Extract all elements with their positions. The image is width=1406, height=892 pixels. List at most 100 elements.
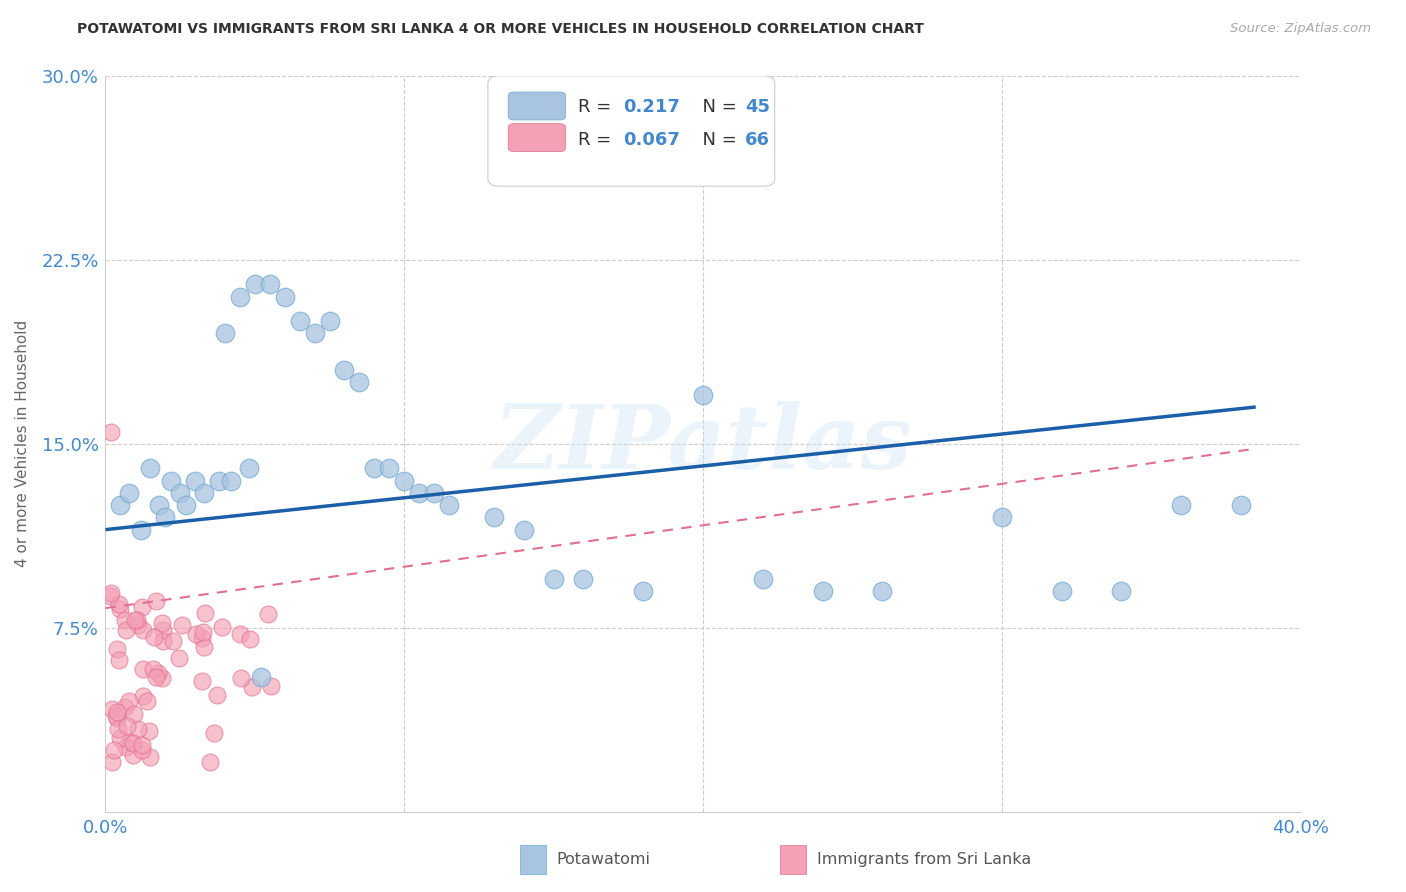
Text: 45: 45 [745, 98, 770, 117]
Point [139, 749, 162, 764]
Point [205, 688, 228, 702]
Point [127, 618, 149, 632]
Point [145, 670, 167, 684]
Point [214, 326, 236, 341]
Point [143, 631, 166, 645]
Point [202, 726, 225, 740]
Point [304, 326, 326, 341]
Point [228, 627, 250, 641]
Point [191, 625, 214, 640]
Point [131, 738, 153, 752]
Point [142, 663, 165, 677]
Point [150, 615, 173, 630]
Point [1170, 498, 1192, 512]
Point [194, 607, 217, 621]
Point [155, 510, 177, 524]
Text: POTAWATOMI VS IMMIGRANTS FROM SRI LANKA 4 OR MORE VEHICLES IN HOUSEHOLD CORRELAT: POTAWATOMI VS IMMIGRANTS FROM SRI LANKA … [77, 22, 924, 37]
Point [152, 671, 174, 685]
Point [100, 586, 122, 600]
Point [1050, 583, 1073, 598]
Point [110, 498, 132, 512]
Point [482, 510, 505, 524]
Point [288, 314, 311, 328]
Point [238, 461, 260, 475]
Point [146, 666, 169, 681]
Point [114, 740, 136, 755]
Point [124, 707, 146, 722]
Point [260, 679, 283, 693]
Text: Potawatomi: Potawatomi [557, 853, 651, 867]
Point [129, 523, 153, 537]
Point [98, 589, 121, 603]
Point [138, 723, 160, 738]
Point [543, 572, 565, 586]
Point [115, 719, 138, 733]
Point [105, 711, 128, 725]
Point [169, 651, 191, 665]
Text: N =: N = [692, 98, 742, 117]
Point [191, 631, 214, 645]
Point [107, 705, 129, 719]
Point [633, 583, 655, 598]
Point [131, 743, 153, 757]
Point [231, 672, 253, 686]
Point [751, 572, 773, 586]
Point [208, 474, 231, 488]
Point [242, 680, 264, 694]
Point [132, 689, 155, 703]
Point [872, 583, 894, 598]
Point [114, 624, 136, 638]
Point [100, 425, 122, 439]
Point [110, 602, 132, 616]
Point [513, 523, 536, 537]
Point [131, 662, 153, 676]
Point [100, 702, 122, 716]
Point [250, 670, 273, 684]
Point [152, 634, 174, 648]
Point [437, 498, 460, 512]
Text: N =: N = [692, 131, 742, 149]
Point [811, 583, 834, 598]
Text: Source: ZipAtlas.com: Source: ZipAtlas.com [1230, 22, 1371, 36]
Point [118, 694, 141, 708]
Point [1229, 498, 1253, 512]
Point [191, 674, 214, 689]
Point [239, 632, 262, 647]
Point [108, 598, 131, 612]
Text: 0.217: 0.217 [623, 98, 681, 117]
Point [139, 461, 162, 475]
Point [1111, 583, 1133, 598]
FancyBboxPatch shape [508, 124, 565, 152]
Point [162, 633, 184, 648]
Point [408, 485, 430, 500]
Point [219, 474, 242, 488]
Point [363, 461, 385, 475]
Point [211, 619, 233, 633]
Point [136, 694, 159, 708]
FancyBboxPatch shape [488, 76, 775, 186]
Point [152, 623, 174, 637]
Point [132, 623, 155, 637]
Point [572, 572, 595, 586]
Point [169, 485, 191, 500]
Point [318, 314, 340, 328]
Point [186, 627, 208, 641]
Point [184, 474, 207, 488]
Point [118, 485, 141, 500]
Point [107, 722, 129, 736]
Point [107, 653, 129, 667]
Point [243, 277, 266, 292]
Point [127, 613, 149, 627]
Point [105, 641, 128, 656]
Point [127, 722, 149, 736]
Point [174, 498, 197, 512]
Point [273, 289, 295, 303]
Point [193, 640, 215, 654]
Point [122, 736, 145, 750]
Point [990, 510, 1012, 524]
Point [101, 755, 124, 769]
Point [378, 461, 401, 475]
Point [198, 755, 221, 769]
Point [349, 376, 371, 390]
Point [172, 618, 194, 632]
